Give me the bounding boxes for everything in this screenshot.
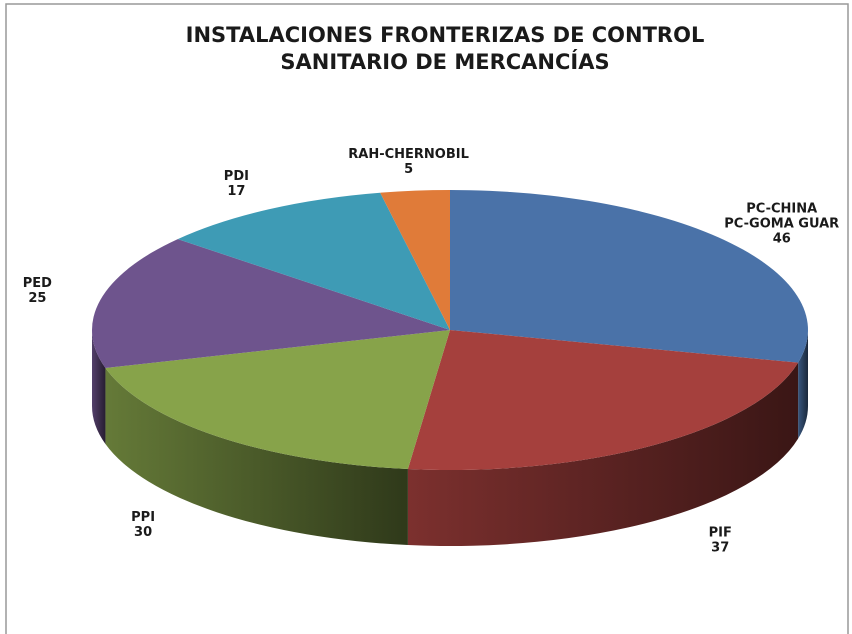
slice-side xyxy=(92,330,106,445)
chart-title: INSTALACIONES FRONTERIZAS DE CONTROL SANI… xyxy=(186,23,705,74)
pie-slice xyxy=(380,190,450,330)
pie-slice xyxy=(91,239,450,369)
slice-side xyxy=(798,330,808,439)
data-label-category: PPI xyxy=(131,510,155,525)
data-label-value: 30 xyxy=(134,525,152,540)
pie-slice xyxy=(105,330,450,470)
slice-side xyxy=(407,362,799,546)
data-label-value: 25 xyxy=(28,291,46,306)
data-label-value: 5 xyxy=(404,162,413,177)
pie-slice xyxy=(450,190,808,363)
data-label-category: PC-CHINA PC-GOMA GUAR xyxy=(724,202,839,232)
data-label-category: PIF xyxy=(709,525,732,540)
data-label-category: PED xyxy=(23,276,52,291)
data-label-value: 37 xyxy=(711,540,729,555)
data-label-category: RAH-CHERNOBIL xyxy=(348,147,469,162)
pie-slice xyxy=(177,192,450,330)
data-label-value: 17 xyxy=(227,184,245,199)
data-label-category: PDI xyxy=(224,169,249,184)
data-label-value: 46 xyxy=(773,232,791,247)
pie-slice xyxy=(407,330,799,470)
slice-side xyxy=(105,368,408,546)
